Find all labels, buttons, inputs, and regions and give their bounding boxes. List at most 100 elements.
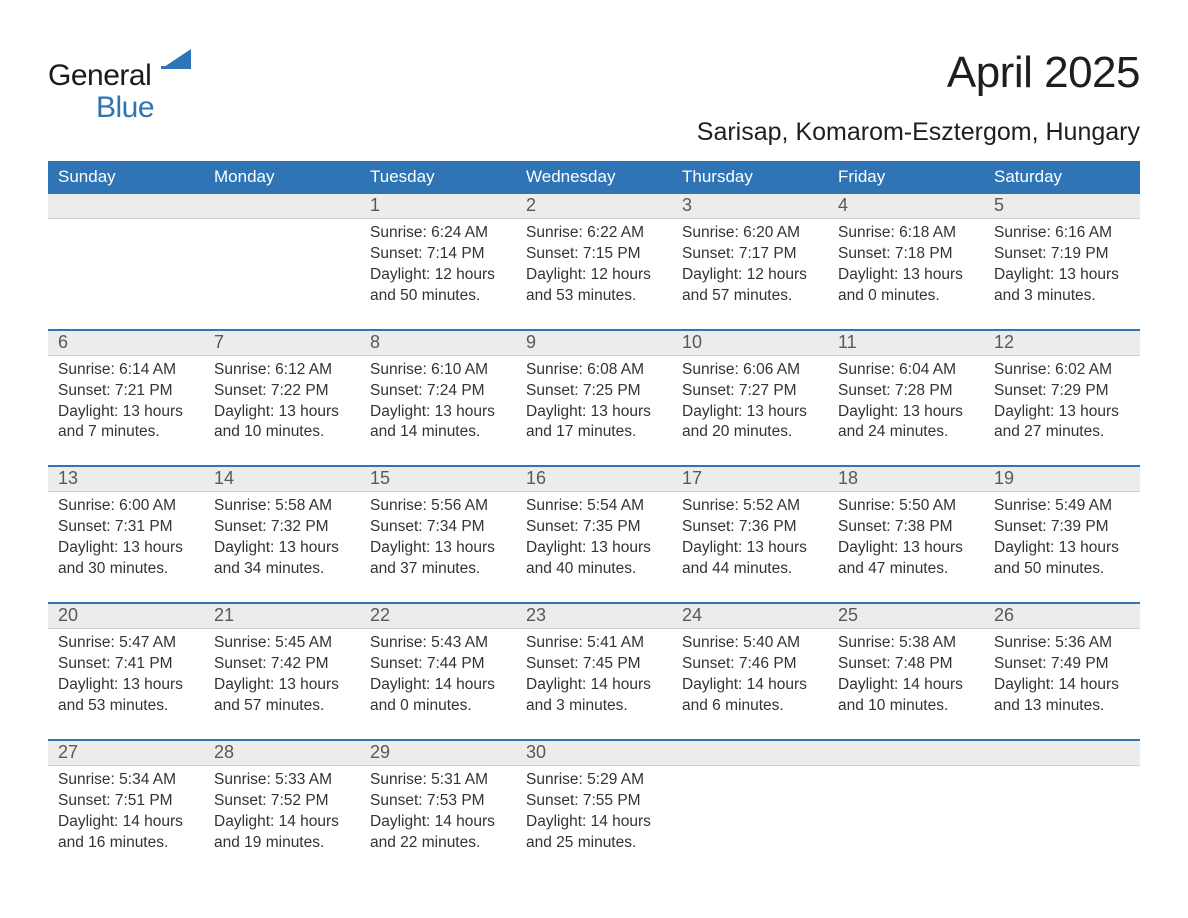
day-sunrise: Sunrise: 5:43 AM bbox=[370, 633, 506, 654]
day-cell: Sunrise: 6:02 AMSunset: 7:29 PMDaylight:… bbox=[984, 356, 1140, 466]
day-cell: Sunrise: 5:38 AMSunset: 7:48 PMDaylight:… bbox=[828, 629, 984, 739]
day-sunrise: Sunrise: 5:36 AM bbox=[994, 633, 1130, 654]
day-sunset: Sunset: 7:15 PM bbox=[526, 244, 662, 265]
day-sunrise: Sunrise: 5:29 AM bbox=[526, 770, 662, 791]
day-daylight1: Daylight: 13 hours bbox=[994, 402, 1130, 423]
day-sunrise: Sunrise: 5:41 AM bbox=[526, 633, 662, 654]
day-number: 27 bbox=[48, 741, 204, 765]
day-cell: Sunrise: 6:14 AMSunset: 7:21 PMDaylight:… bbox=[48, 356, 204, 466]
day-number: 18 bbox=[828, 467, 984, 491]
day-daylight1: Daylight: 13 hours bbox=[838, 265, 974, 286]
logo-text: General Blue bbox=[48, 60, 191, 123]
day-sunrise: Sunrise: 6:08 AM bbox=[526, 360, 662, 381]
day-number: 23 bbox=[516, 604, 672, 628]
daynum-row: 12345 bbox=[48, 194, 1140, 219]
day-sunrise: Sunrise: 6:00 AM bbox=[58, 496, 194, 517]
day-daylight2: and 53 minutes. bbox=[526, 286, 662, 307]
day-daylight1: Daylight: 13 hours bbox=[526, 538, 662, 559]
day-sunset: Sunset: 7:38 PM bbox=[838, 517, 974, 538]
day-sunset: Sunset: 7:42 PM bbox=[214, 654, 350, 675]
day-cell: Sunrise: 5:36 AMSunset: 7:49 PMDaylight:… bbox=[984, 629, 1140, 739]
day-daylight2: and 13 minutes. bbox=[994, 696, 1130, 717]
day-sunset: Sunset: 7:36 PM bbox=[682, 517, 818, 538]
day-sunrise: Sunrise: 6:12 AM bbox=[214, 360, 350, 381]
day-sunrise: Sunrise: 5:40 AM bbox=[682, 633, 818, 654]
logo-word-general: General bbox=[48, 60, 151, 92]
day-sunrise: Sunrise: 5:50 AM bbox=[838, 496, 974, 517]
day-header-thu: Thursday bbox=[672, 161, 828, 194]
day-cell: Sunrise: 5:56 AMSunset: 7:34 PMDaylight:… bbox=[360, 492, 516, 602]
day-sunset: Sunset: 7:48 PM bbox=[838, 654, 974, 675]
day-daylight1: Daylight: 13 hours bbox=[994, 538, 1130, 559]
location-label: Sarisap, Komarom-Esztergom, Hungary bbox=[697, 118, 1140, 147]
day-daylight2: and 3 minutes. bbox=[526, 696, 662, 717]
day-number: 20 bbox=[48, 604, 204, 628]
day-cell: Sunrise: 5:41 AMSunset: 7:45 PMDaylight:… bbox=[516, 629, 672, 739]
day-daylight2: and 37 minutes. bbox=[370, 559, 506, 580]
page-title: April 2025 bbox=[697, 48, 1140, 98]
day-cell: Sunrise: 5:45 AMSunset: 7:42 PMDaylight:… bbox=[204, 629, 360, 739]
day-daylight2: and 16 minutes. bbox=[58, 833, 194, 854]
day-daylight2: and 7 minutes. bbox=[58, 422, 194, 443]
day-cell: Sunrise: 5:52 AMSunset: 7:36 PMDaylight:… bbox=[672, 492, 828, 602]
day-header-sun: Sunday bbox=[48, 161, 204, 194]
day-cell bbox=[984, 766, 1140, 876]
day-daylight2: and 3 minutes. bbox=[994, 286, 1130, 307]
day-daylight1: Daylight: 13 hours bbox=[214, 402, 350, 423]
daynum-row: 27282930 bbox=[48, 739, 1140, 766]
day-sunset: Sunset: 7:55 PM bbox=[526, 791, 662, 812]
day-daylight2: and 14 minutes. bbox=[370, 422, 506, 443]
day-cell: Sunrise: 5:31 AMSunset: 7:53 PMDaylight:… bbox=[360, 766, 516, 876]
day-number: 29 bbox=[360, 741, 516, 765]
day-number: 17 bbox=[672, 467, 828, 491]
day-cell bbox=[48, 219, 204, 329]
daynum-row: 13141516171819 bbox=[48, 465, 1140, 492]
header: General Blue April 2025 Sarisap, Komarom… bbox=[48, 48, 1140, 147]
day-sunset: Sunset: 7:45 PM bbox=[526, 654, 662, 675]
day-sunset: Sunset: 7:29 PM bbox=[994, 381, 1130, 402]
day-daylight1: Daylight: 13 hours bbox=[370, 538, 506, 559]
day-header-fri: Friday bbox=[828, 161, 984, 194]
day-sunrise: Sunrise: 5:45 AM bbox=[214, 633, 350, 654]
day-cell: Sunrise: 5:54 AMSunset: 7:35 PMDaylight:… bbox=[516, 492, 672, 602]
day-number: 25 bbox=[828, 604, 984, 628]
day-cell: Sunrise: 5:40 AMSunset: 7:46 PMDaylight:… bbox=[672, 629, 828, 739]
day-cell: Sunrise: 5:58 AMSunset: 7:32 PMDaylight:… bbox=[204, 492, 360, 602]
day-number: 5 bbox=[984, 194, 1140, 218]
day-sunset: Sunset: 7:46 PM bbox=[682, 654, 818, 675]
day-number: 28 bbox=[204, 741, 360, 765]
day-number: 14 bbox=[204, 467, 360, 491]
day-number: 16 bbox=[516, 467, 672, 491]
day-sunset: Sunset: 7:27 PM bbox=[682, 381, 818, 402]
week-row: Sunrise: 6:14 AMSunset: 7:21 PMDaylight:… bbox=[48, 356, 1140, 466]
logo-word-blue: Blue bbox=[96, 92, 191, 124]
day-number: 21 bbox=[204, 604, 360, 628]
day-sunrise: Sunrise: 6:06 AM bbox=[682, 360, 818, 381]
day-cell: Sunrise: 6:08 AMSunset: 7:25 PMDaylight:… bbox=[516, 356, 672, 466]
day-daylight2: and 50 minutes. bbox=[370, 286, 506, 307]
day-sunset: Sunset: 7:53 PM bbox=[370, 791, 506, 812]
day-sunrise: Sunrise: 6:14 AM bbox=[58, 360, 194, 381]
day-sunset: Sunset: 7:49 PM bbox=[994, 654, 1130, 675]
day-daylight1: Daylight: 14 hours bbox=[526, 812, 662, 833]
day-sunrise: Sunrise: 6:10 AM bbox=[370, 360, 506, 381]
day-daylight1: Daylight: 12 hours bbox=[370, 265, 506, 286]
day-header-tue: Tuesday bbox=[360, 161, 516, 194]
title-block: April 2025 Sarisap, Komarom-Esztergom, H… bbox=[697, 48, 1140, 147]
day-daylight2: and 0 minutes. bbox=[370, 696, 506, 717]
day-sunset: Sunset: 7:14 PM bbox=[370, 244, 506, 265]
day-sunset: Sunset: 7:35 PM bbox=[526, 517, 662, 538]
week-row: Sunrise: 5:47 AMSunset: 7:41 PMDaylight:… bbox=[48, 629, 1140, 739]
day-sunset: Sunset: 7:32 PM bbox=[214, 517, 350, 538]
day-number: 6 bbox=[48, 331, 204, 355]
day-cell: Sunrise: 5:33 AMSunset: 7:52 PMDaylight:… bbox=[204, 766, 360, 876]
day-daylight2: and 19 minutes. bbox=[214, 833, 350, 854]
day-cell: Sunrise: 5:34 AMSunset: 7:51 PMDaylight:… bbox=[48, 766, 204, 876]
day-daylight1: Daylight: 14 hours bbox=[370, 812, 506, 833]
day-daylight2: and 47 minutes. bbox=[838, 559, 974, 580]
day-sunrise: Sunrise: 5:34 AM bbox=[58, 770, 194, 791]
day-cell: Sunrise: 6:24 AMSunset: 7:14 PMDaylight:… bbox=[360, 219, 516, 329]
day-daylight2: and 40 minutes. bbox=[526, 559, 662, 580]
week-row: Sunrise: 5:34 AMSunset: 7:51 PMDaylight:… bbox=[48, 766, 1140, 876]
day-cell bbox=[672, 766, 828, 876]
